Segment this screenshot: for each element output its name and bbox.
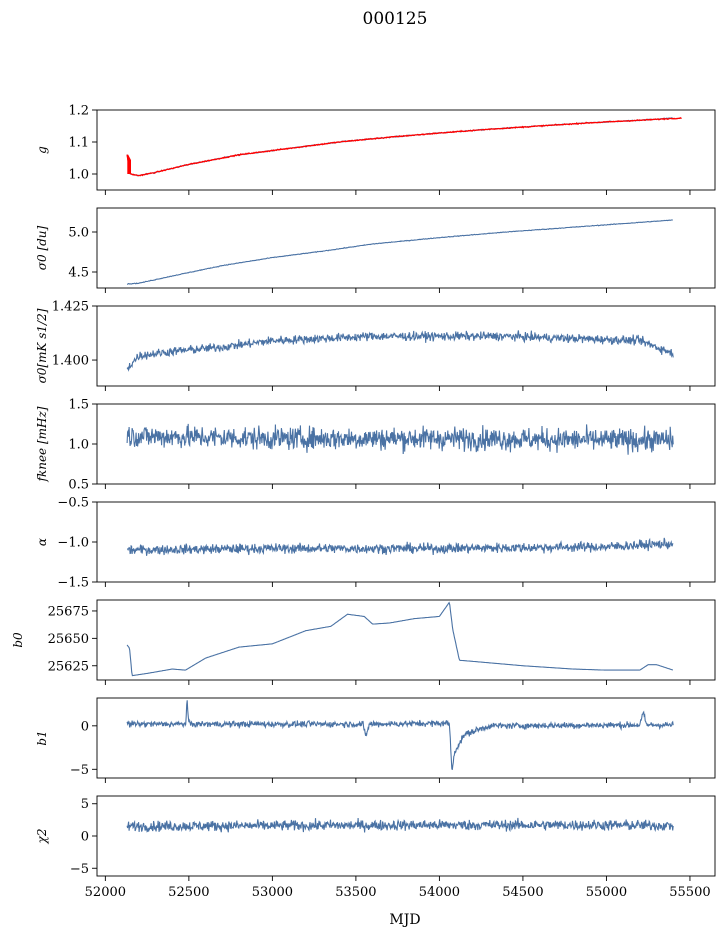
panel-8: −5 0 5 52000 52500 53000 53500 54000 54500 55000 5… bbox=[35, 795, 716, 900]
panel-2: 4.5 5.0 σ0 [du] bbox=[35, 207, 716, 293]
y-axis-label: χ2 bbox=[35, 829, 49, 845]
y-tick-label: 5 bbox=[81, 797, 89, 812]
y-tick-label: 25625 bbox=[48, 659, 89, 674]
x-tick-label: 53000 bbox=[252, 885, 293, 900]
series-line-4-1 bbox=[126, 423, 674, 455]
y-axis-label: b0 bbox=[11, 632, 25, 648]
y-axis-label: σ0[mK s1/2] bbox=[35, 308, 49, 383]
series-line-7-1 bbox=[126, 700, 674, 770]
y-tick-label: 5.0 bbox=[68, 226, 89, 241]
y-tick-label: −1.0 bbox=[57, 536, 89, 551]
y-axis-label: fknee [mHz] bbox=[35, 406, 49, 482]
panel-4: 0.5 1.0 1.5 fknee [mHz] bbox=[35, 398, 716, 493]
x-tick-label: 53500 bbox=[335, 885, 376, 900]
y-tick-label: 0.5 bbox=[68, 478, 89, 493]
x-tick-label: 55000 bbox=[586, 885, 627, 900]
y-tick-label: 1.0 bbox=[68, 168, 89, 183]
y-tick-label: 25675 bbox=[48, 604, 89, 619]
axes-frame bbox=[96, 207, 716, 289]
x-tick-label: 52000 bbox=[85, 885, 126, 900]
axes-frame bbox=[96, 697, 716, 779]
axes-frame bbox=[96, 501, 716, 583]
axes-frame bbox=[96, 305, 716, 387]
y-tick-label: 1.1 bbox=[68, 136, 89, 151]
y-tick-label: −1.5 bbox=[57, 576, 89, 591]
panel-6: 25625 25650 25675 b0 bbox=[11, 599, 716, 685]
series-line-8-1 bbox=[126, 817, 674, 833]
axes-frame bbox=[96, 599, 716, 681]
y-tick-label: 0 bbox=[81, 719, 89, 734]
y-tick-label: 4.5 bbox=[68, 266, 89, 281]
axes-frame bbox=[96, 109, 716, 191]
figure-title: 000125 bbox=[363, 9, 428, 29]
panel-7: −5 0 b1 bbox=[35, 697, 716, 783]
x-tick-label: 52500 bbox=[168, 885, 209, 900]
y-tick-label: 0 bbox=[81, 830, 89, 845]
series-line-2-1 bbox=[127, 219, 673, 285]
panel-1: 1.0 1.1 1.2 g bbox=[35, 104, 716, 195]
y-tick-label: 1.5 bbox=[68, 398, 89, 413]
series-line-5-1 bbox=[126, 537, 674, 556]
x-axis-label: MJD bbox=[389, 912, 420, 928]
series-line-6-1 bbox=[126, 601, 674, 677]
x-tick-label: 54500 bbox=[502, 885, 543, 900]
y-axis-label: b1 bbox=[35, 730, 49, 745]
x-tick-label: 54000 bbox=[419, 885, 460, 900]
y-axis-label: g bbox=[35, 146, 49, 154]
axes-frame bbox=[96, 795, 716, 877]
y-axis-label: σ0 [du] bbox=[35, 225, 49, 270]
x-tick-label: 55500 bbox=[669, 885, 710, 900]
series-line-1-2 bbox=[126, 116, 682, 177]
y-tick-label: 25650 bbox=[48, 632, 89, 647]
y-tick-label: 1.400 bbox=[52, 354, 89, 369]
y-tick-label: 1.2 bbox=[68, 104, 89, 119]
y-tick-label: −5 bbox=[70, 763, 89, 778]
y-tick-label: 1.0 bbox=[68, 438, 89, 453]
y-tick-label: −5 bbox=[70, 862, 89, 877]
series-line-3-1 bbox=[126, 330, 674, 372]
y-tick-label: −0.5 bbox=[57, 496, 89, 511]
y-tick-label: 1.425 bbox=[52, 300, 89, 315]
y-axis-label: α bbox=[35, 538, 49, 546]
series-line-1-1 bbox=[126, 117, 674, 177]
panel-5: −1.5 −1.0 −0.5 α bbox=[35, 496, 716, 591]
